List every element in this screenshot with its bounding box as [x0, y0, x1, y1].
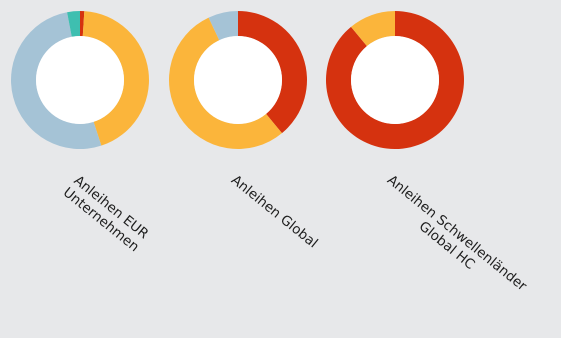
donut-3-hole	[351, 36, 439, 124]
donut-2-slice-1	[238, 11, 307, 134]
donut-1-slice-3	[10, 12, 102, 150]
donut-3-slice-1	[325, 11, 464, 149]
donut-2-slice-3	[208, 11, 238, 41]
donut-1-slice-1	[80, 11, 85, 37]
donut-2-slice-2	[169, 17, 282, 149]
donut-3-slice-2	[351, 11, 395, 47]
donut-2-hole	[194, 36, 282, 124]
donut-1-slice-4	[67, 11, 80, 37]
donut-1-hole	[36, 36, 124, 124]
donut-1-slice-2	[82, 11, 149, 146]
